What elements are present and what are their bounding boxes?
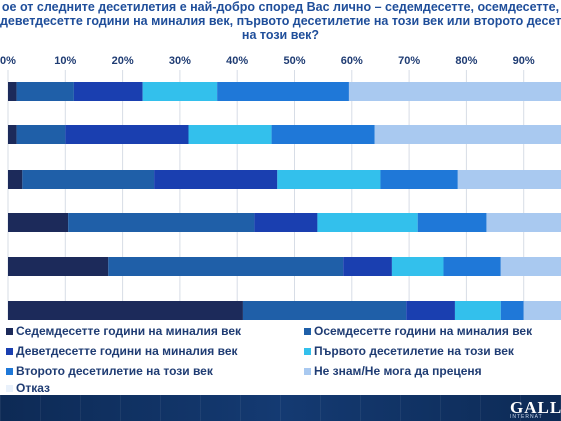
brand-logo: GALL	[510, 398, 561, 417]
title-line-3: на този век?	[241, 28, 320, 42]
bar-segment-row4-series2	[68, 213, 255, 232]
x-tick-label: 20%	[112, 55, 134, 67]
bar-segment-row6-series3	[406, 301, 455, 320]
legend-label: Деветдесетте години на миналия век	[16, 344, 238, 358]
bar-segment-row3-series4	[277, 170, 381, 189]
bar-segment-row4-series1	[8, 213, 69, 232]
legend-swatch	[304, 327, 311, 335]
x-tick-label: 10%	[54, 55, 76, 67]
brand-logo-sub: INTERNAT	[510, 414, 543, 420]
legend-label: Осемдесетте години на миналия век	[314, 324, 533, 338]
legend-swatch	[304, 347, 311, 355]
bar-segment-row5-series3	[343, 257, 392, 276]
bar-segment-row4-series5	[417, 213, 487, 232]
bar-segment-row6-series5	[500, 301, 524, 320]
x-tick-label: 30%	[169, 55, 191, 67]
legend-label: Първото десетилетие на този век	[314, 344, 514, 358]
x-tick-label: 80%	[455, 55, 477, 67]
legend-item: Не знам/Не мога да преценя	[304, 364, 482, 378]
chart-title: ое от следните десетилетия е най-добро с…	[0, 0, 561, 42]
bar-segment-row1-series1	[8, 82, 17, 101]
bar-segment-row1-series2	[16, 82, 74, 101]
legend-swatch	[6, 384, 13, 392]
x-tick-label: 50%	[283, 55, 305, 67]
legend-item: Второто десетилетие на този век	[6, 364, 213, 378]
legend-item: Седемдесетте години на миналия век	[6, 324, 241, 338]
bar-segment-row1-series5	[217, 82, 349, 101]
bar-segment-row5-series5	[443, 257, 501, 276]
x-tick-label: 70%	[398, 55, 420, 67]
bar-segment-row2-series1	[8, 125, 17, 144]
bar-segment-row1-series3	[73, 82, 143, 101]
bar-segment-row2-series6	[374, 125, 561, 144]
bar-segment-row3-series6	[457, 170, 561, 189]
legend-item: Деветдесетте години на миналия век	[6, 344, 238, 358]
x-tick-label: 0%	[0, 55, 16, 67]
legend-item: Осемдесетте години на миналия век	[304, 324, 532, 338]
legend-swatch	[6, 327, 13, 335]
bar-segment-row4-series4	[317, 213, 418, 232]
legend-swatch	[304, 367, 311, 375]
legend-swatch	[6, 347, 13, 355]
bar-segment-row5-series2	[108, 257, 344, 276]
bar-segment-row6-series6	[523, 301, 561, 320]
bar-segment-row2-series3	[65, 125, 189, 144]
legend-label: Седемдесетте години на миналия век	[16, 324, 242, 338]
bar-segment-row5-series1	[8, 257, 109, 276]
legend-label: Отказ	[16, 381, 51, 395]
bar-segment-row3-series3	[154, 170, 278, 189]
bar-segment-row1-series4	[142, 82, 218, 101]
legend-label: Не знам/Не мога да преценя	[314, 364, 482, 378]
bar-segment-row6-series1	[8, 301, 243, 320]
x-tick-label: 90%	[513, 55, 535, 67]
bar-segment-row6-series2	[242, 301, 407, 320]
bar-segment-row3-series1	[8, 170, 23, 189]
legend-item: Отказ	[6, 381, 50, 395]
bar-segment-row5-series6	[500, 257, 561, 276]
stacked-bar-chart: 0% 10% 20% 30% 40% 50% 60% 70% 80% 90%	[0, 55, 561, 320]
bar-segment-row2-series2	[16, 125, 66, 144]
bar-segment-row2-series5	[271, 125, 375, 144]
bar-segment-row4-series3	[254, 213, 318, 232]
bar-segment-row6-series4	[454, 301, 501, 320]
legend-label: Второто десетилетие на този век	[16, 364, 213, 378]
bar-segment-row5-series4	[391, 257, 444, 276]
bar-segment-row3-series5	[380, 170, 458, 189]
x-tick-label: 60%	[341, 55, 363, 67]
title-line-1: ое от следните десетилетия е най-добро с…	[1, 0, 560, 14]
bar-segment-row1-series6	[348, 82, 561, 101]
x-tick-label: 40%	[226, 55, 248, 67]
footer-band	[0, 395, 561, 421]
legend-item: Първото десетилетие на този век	[304, 344, 514, 358]
bar-segment-row3-series2	[22, 170, 155, 189]
bar-segment-row2-series4	[188, 125, 272, 144]
title-line-2: деветдесетте години на миналия век, първ…	[0, 14, 561, 28]
chart-legend: Седемдесетте години на миналия век Осемде…	[0, 320, 561, 395]
legend-swatch	[6, 367, 13, 375]
bar-segment-row4-series6	[486, 213, 561, 232]
